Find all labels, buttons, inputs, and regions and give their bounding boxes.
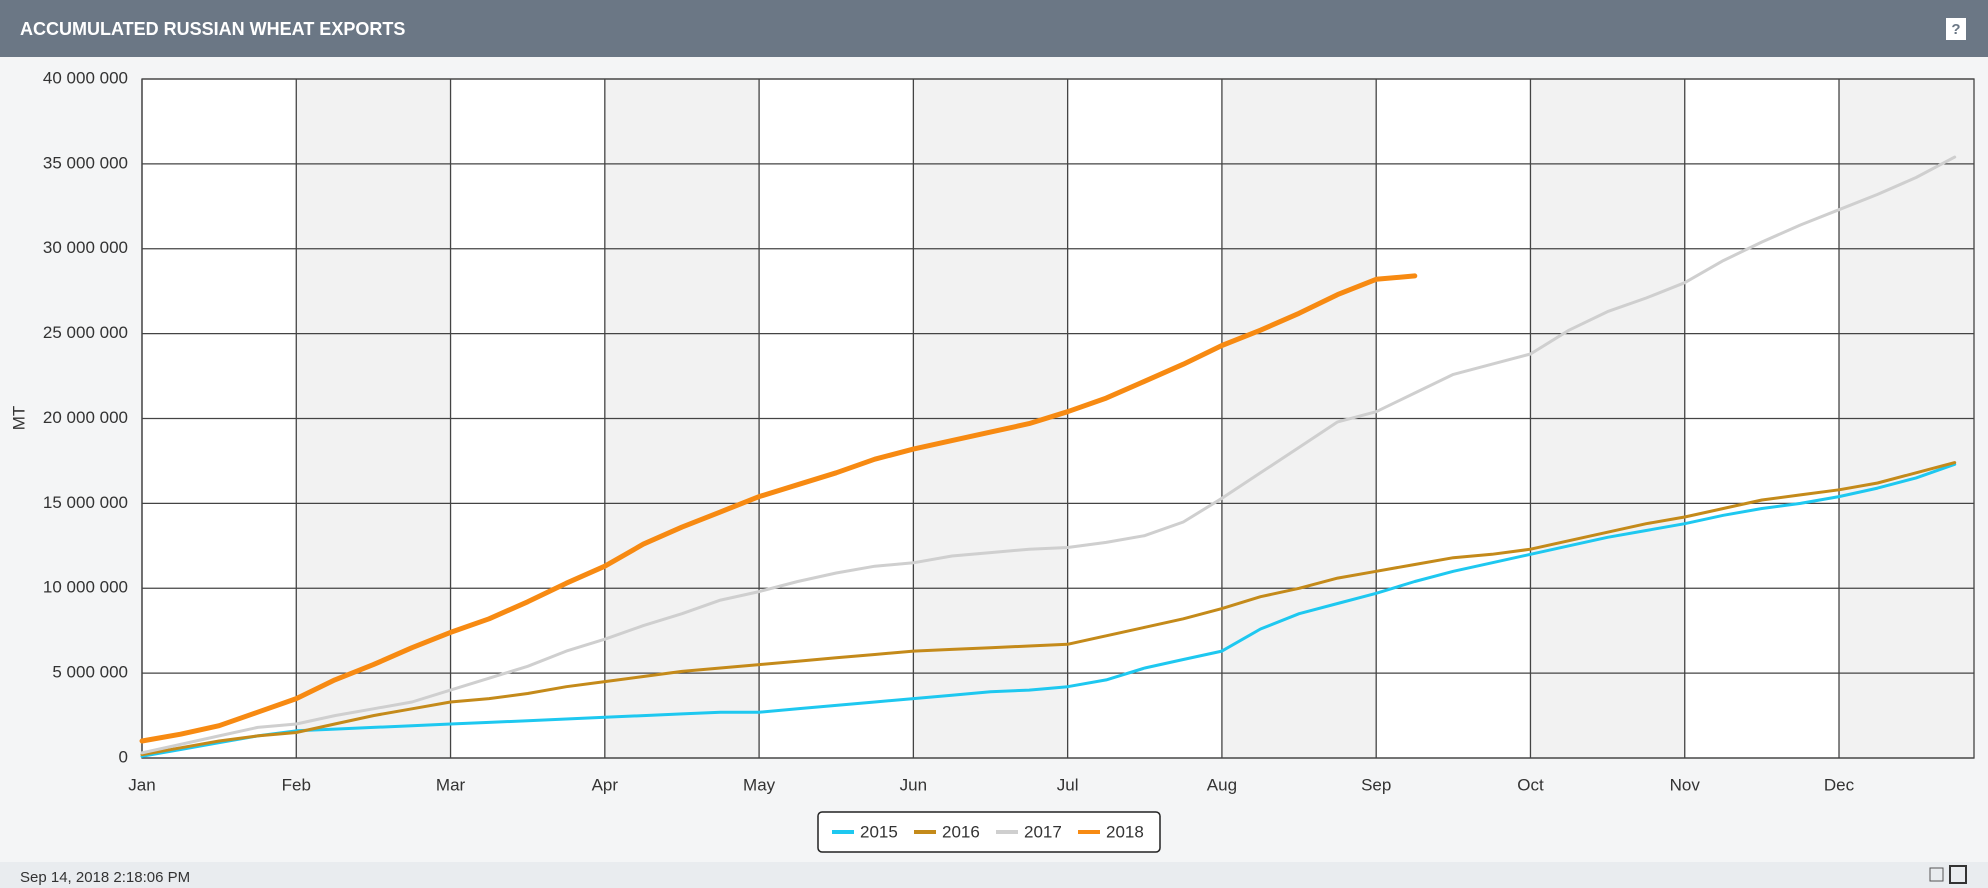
legend-label: 2018 [1106, 822, 1144, 841]
x-tick-label: Feb [282, 775, 311, 794]
x-tick-label: Jun [900, 775, 927, 794]
legend-label: 2017 [1024, 822, 1062, 841]
footer-bar [0, 862, 1988, 888]
y-tick-label: 15 000 000 [43, 493, 128, 512]
excel-icon[interactable] [1949, 865, 1967, 884]
plot-border [141, 78, 1975, 759]
x-tick-label: Jul [1057, 775, 1079, 794]
x-tick-label: Apr [592, 775, 619, 794]
series-line [140, 462, 1957, 758]
timestamp: Sep 14, 2018 2:18:06 PM [20, 869, 190, 886]
chart-title: ACCUMULATED RUSSIAN WHEAT EXPORTS [20, 19, 405, 39]
series-line [139, 273, 1418, 744]
legend-label: 2015 [860, 822, 898, 841]
header-bar [0, 0, 1988, 57]
y-tick-label: 30 000 000 [43, 238, 128, 257]
x-tick-label: Mar [436, 775, 466, 794]
x-tick-label: Nov [1670, 775, 1701, 794]
series-line [140, 461, 1957, 757]
help-button[interactable] [1946, 18, 1966, 40]
series-line [140, 155, 1957, 755]
y-tick-label: 25 000 000 [43, 323, 128, 342]
legend-box [817, 811, 1161, 853]
x-tick-label: Jan [128, 775, 155, 794]
legend-label: 2016 [942, 822, 980, 841]
x-tick-label: Sep [1361, 775, 1391, 794]
y-axis-label: MT [9, 406, 28, 431]
popout-icon[interactable] [1929, 867, 1944, 882]
y-tick-label: 0 [119, 747, 128, 766]
footer-icons [1929, 865, 1967, 884]
y-tick-label: 35 000 000 [43, 153, 128, 172]
x-tick-label: Aug [1207, 775, 1237, 794]
x-tick-label: Oct [1517, 775, 1544, 794]
x-tick-label: May [743, 775, 776, 794]
y-tick-label: 20 000 000 [43, 408, 128, 427]
y-tick-label: 5 000 000 [52, 663, 128, 682]
x-tick-label: Dec [1824, 775, 1855, 794]
y-tick-label: 10 000 000 [43, 578, 128, 597]
help-icon[interactable]: ? [1951, 21, 1960, 38]
y-tick-label: 40 000 000 [43, 68, 128, 87]
